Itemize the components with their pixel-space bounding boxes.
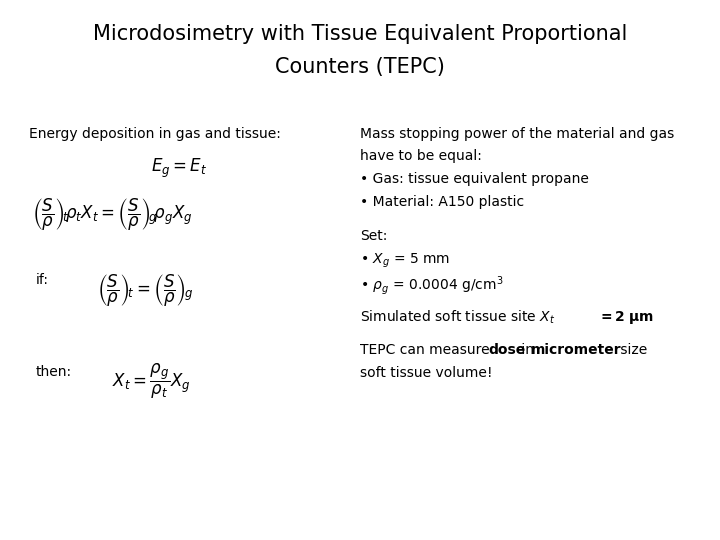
Text: $\mathbf{= 2\ \mu m}$: $\mathbf{= 2\ \mu m}$	[593, 308, 654, 326]
Text: size: size	[616, 343, 647, 357]
Text: Simulated soft tissue site $X_t$: Simulated soft tissue site $X_t$	[360, 308, 556, 326]
Text: then:: then:	[36, 364, 72, 379]
Text: • Material: A150 plastic: • Material: A150 plastic	[360, 194, 524, 208]
Text: dose: dose	[488, 343, 526, 357]
Text: Set:: Set:	[360, 229, 387, 243]
Text: Mass stopping power of the material and gas: Mass stopping power of the material and …	[360, 127, 674, 141]
Text: soft tissue volume!: soft tissue volume!	[360, 366, 492, 380]
Text: Counters (TEPC): Counters (TEPC)	[275, 57, 445, 77]
Text: $\left(\dfrac{S}{\rho}\right)_{\!t} = \left(\dfrac{S}{\rho}\right)_{\!g}$: $\left(\dfrac{S}{\rho}\right)_{\!t} = \l…	[97, 273, 194, 309]
Text: $\left(\dfrac{S}{\rho}\right)_{\!t}\!\rho_t X_t = \left(\dfrac{S}{\rho}\right)_{: $\left(\dfrac{S}{\rho}\right)_{\!t}\!\rh…	[32, 197, 193, 233]
Text: Microdosimetry with Tissue Equivalent Proportional: Microdosimetry with Tissue Equivalent Pr…	[93, 24, 627, 44]
Text: Energy deposition in gas and tissue:: Energy deposition in gas and tissue:	[29, 127, 281, 141]
Text: • $X_g$ = 5 mm: • $X_g$ = 5 mm	[360, 252, 450, 270]
Text: in: in	[517, 343, 539, 357]
Text: $X_t = \dfrac{\rho_g}{\rho_t} X_g$: $X_t = \dfrac{\rho_g}{\rho_t} X_g$	[112, 362, 190, 401]
Text: $E_g = E_t$: $E_g = E_t$	[151, 157, 207, 180]
Text: have to be equal:: have to be equal:	[360, 150, 482, 164]
Text: TEPC can measure: TEPC can measure	[360, 343, 494, 357]
Text: • $\rho_g$ = 0.0004 g/cm$^3$: • $\rho_g$ = 0.0004 g/cm$^3$	[360, 274, 503, 297]
Text: • Gas: tissue equivalent propane: • Gas: tissue equivalent propane	[360, 172, 589, 186]
Text: if:: if:	[36, 273, 49, 287]
Text: micrometer: micrometer	[531, 343, 622, 357]
